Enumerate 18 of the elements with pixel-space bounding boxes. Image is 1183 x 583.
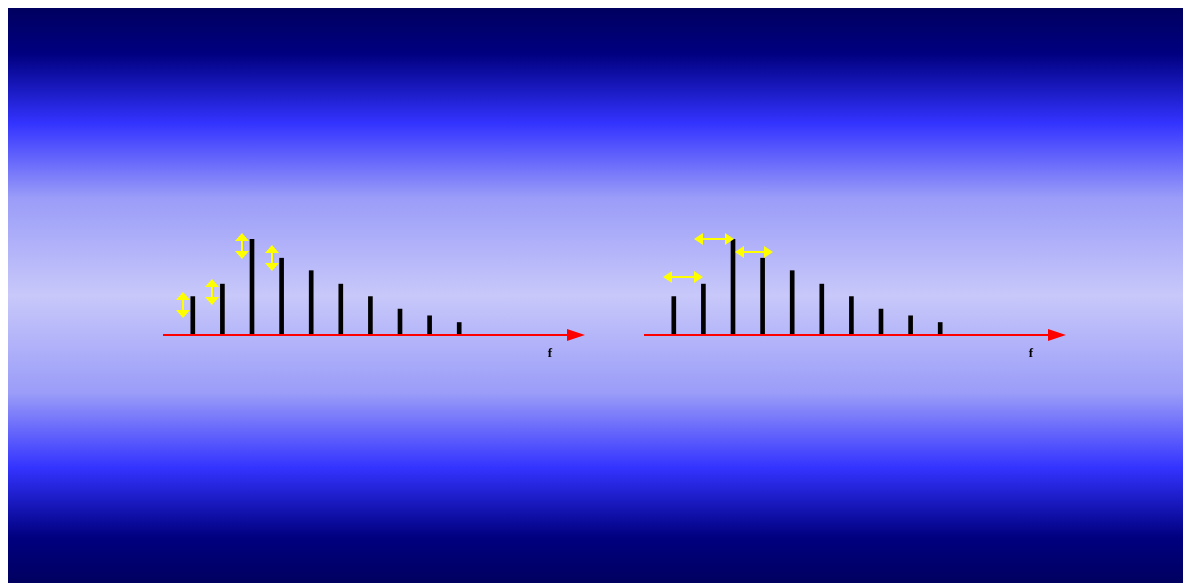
- bar: [760, 257, 765, 335]
- bar: [671, 296, 677, 335]
- bar: [427, 315, 432, 335]
- bar: [908, 315, 913, 335]
- x-axis-title: f: [1028, 345, 1034, 361]
- bar: [819, 283, 825, 335]
- bar: [279, 257, 284, 335]
- bar: [220, 283, 225, 335]
- bar: [338, 283, 344, 335]
- bar: [308, 270, 314, 335]
- x-axis-title: f: [547, 345, 553, 361]
- bar: [368, 296, 373, 335]
- bar: [937, 322, 943, 335]
- bar: [456, 322, 462, 335]
- bar: [190, 296, 196, 335]
- bar: [849, 296, 854, 335]
- bar: [789, 270, 795, 335]
- bar: [701, 283, 706, 335]
